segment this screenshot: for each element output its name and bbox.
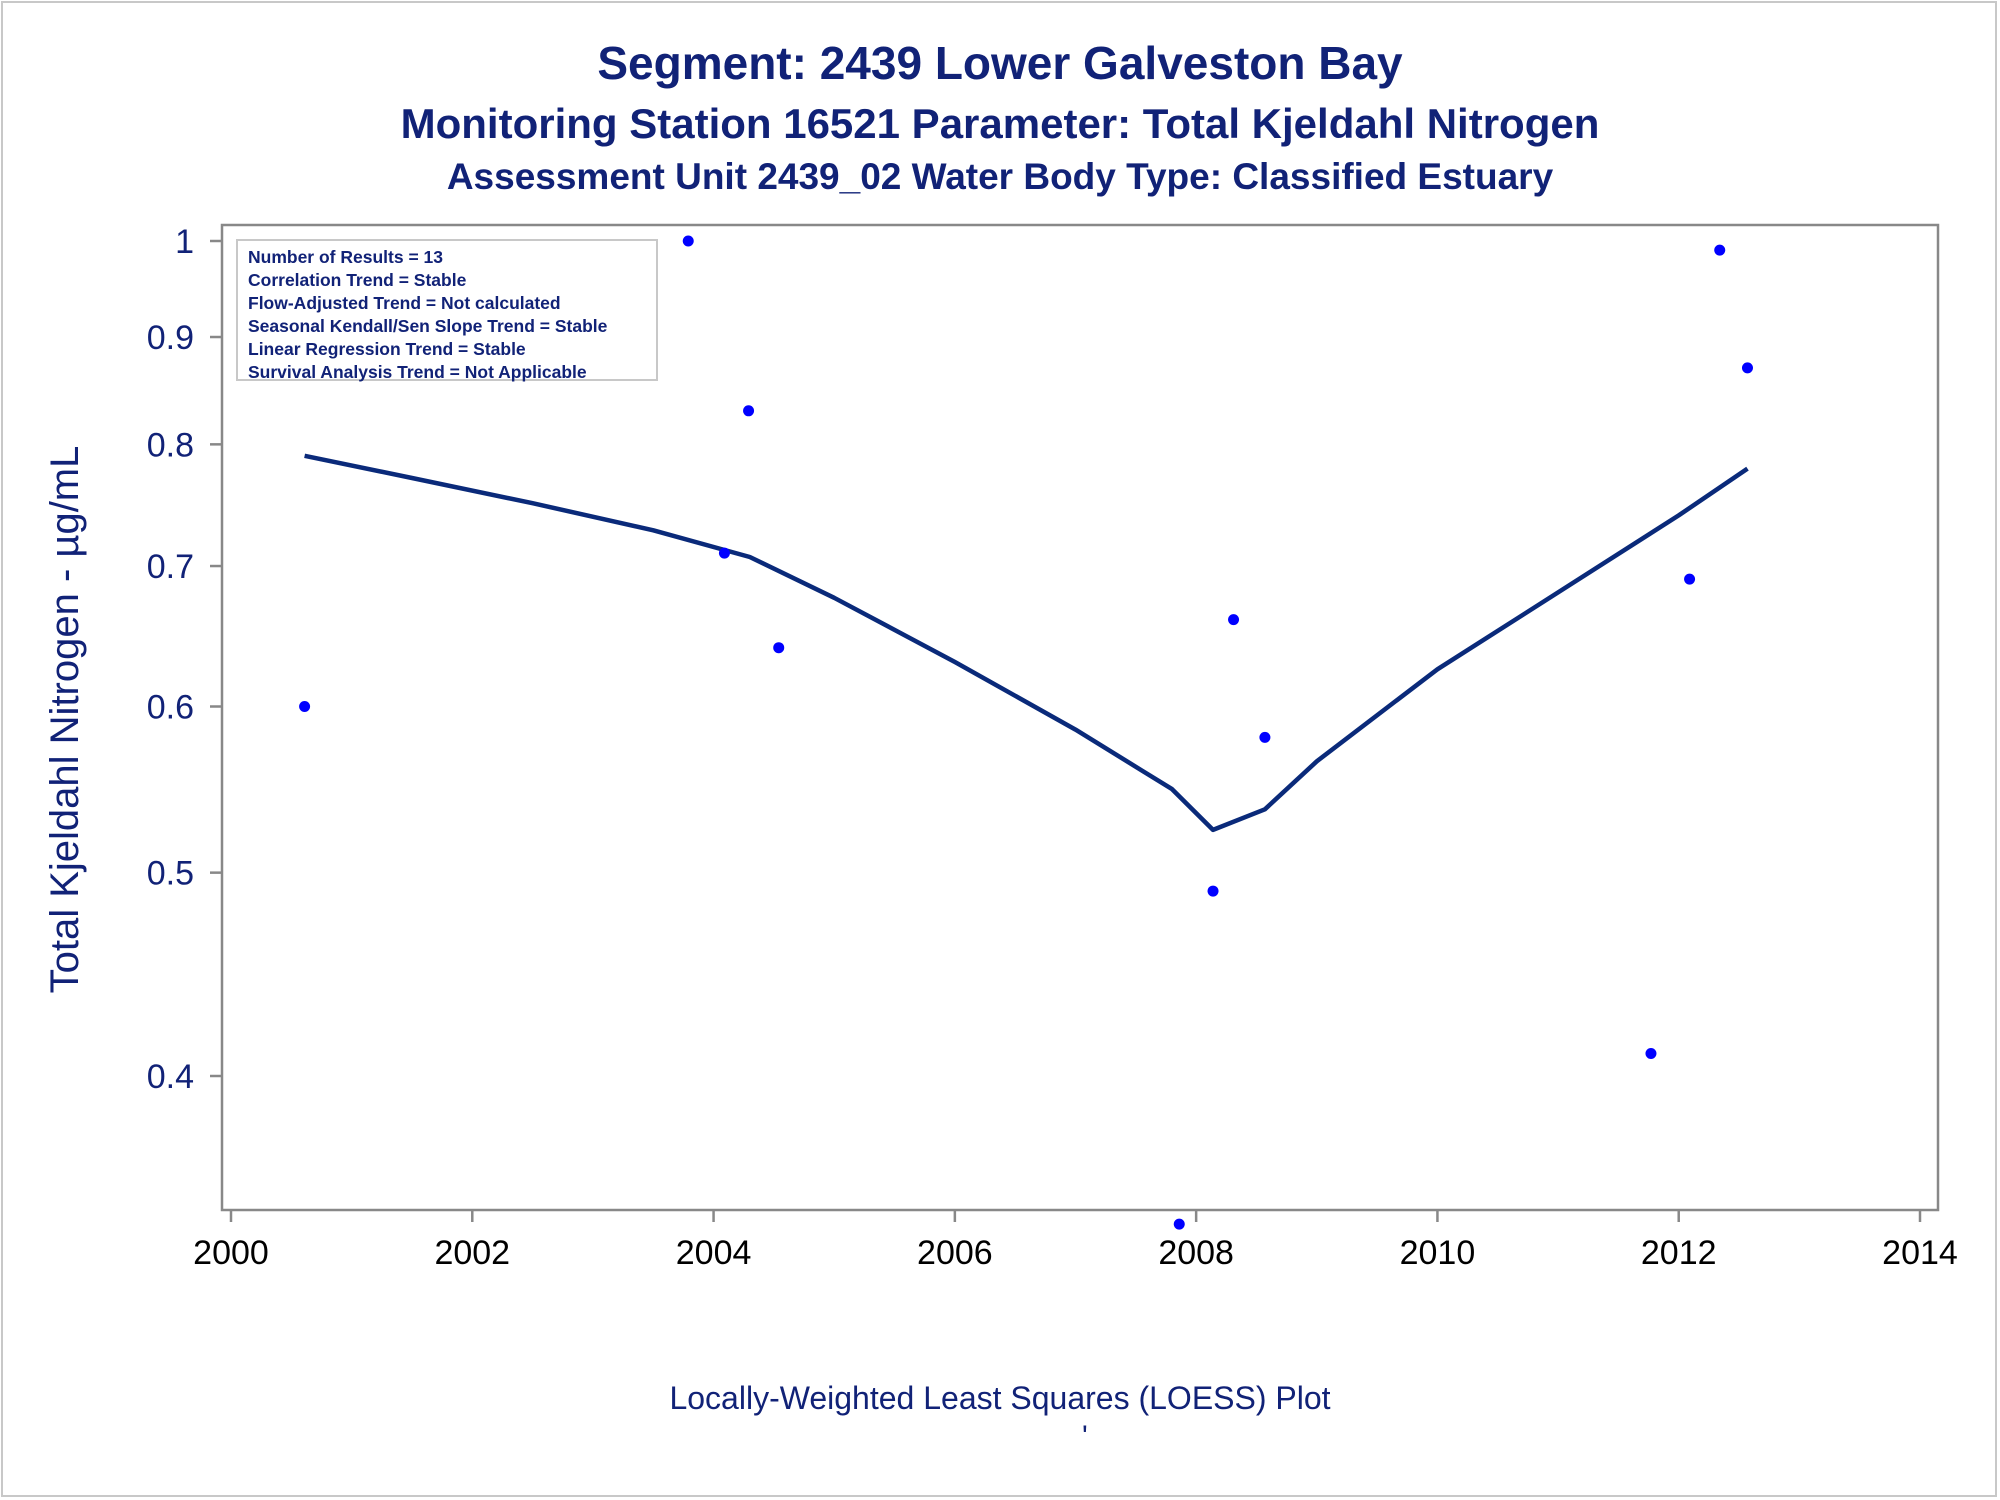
stat-number-of-results: Number of Results = 13 (248, 247, 443, 267)
stat-survival-analysis-trend: Survival Analysis Trend = Not Applicable (248, 362, 587, 382)
stat-flow-adjusted-trend: Flow-Adjusted Trend = Not calculated (248, 293, 561, 313)
data-point (682, 235, 694, 247)
stat-seasonal-kendall-trend: Seasonal Kendall/Sen Slope Trend = Stabl… (248, 316, 608, 336)
y-axis-label: Total Kjeldahl Nitrogen - µg/mL (43, 446, 87, 994)
x-axis: 2000 2002 2004 2006 2008 2010 2012 2014 (193, 1210, 1958, 1272)
x-tick-label: 2000 (193, 1234, 269, 1272)
x-tick-label: 2012 (1641, 1234, 1717, 1272)
data-point (718, 547, 730, 559)
data-point (299, 701, 311, 713)
x-tick-label: 2002 (434, 1234, 510, 1272)
plot-caption: Locally-Weighted Least Squares (LOESS) P… (669, 1380, 1331, 1416)
y-tick-label: 0.9 (147, 319, 194, 357)
x-tick-label: 2010 (1400, 1234, 1476, 1272)
stat-linear-regression-trend: Linear Regression Trend = Stable (248, 339, 526, 359)
y-tick-label: 0.5 (147, 855, 194, 893)
trend-statistics-box: Number of Results = 13 Correlation Trend… (236, 239, 658, 382)
data-point (743, 405, 755, 417)
data-point (1741, 362, 1753, 374)
data-point (1207, 885, 1219, 897)
data-points (299, 235, 1753, 1230)
footer-mark: ' (1082, 1420, 1088, 1453)
x-tick-label: 2014 (1882, 1234, 1958, 1272)
stat-correlation-trend: Correlation Trend = Stable (248, 270, 467, 290)
x-tick-label: 2008 (1158, 1234, 1234, 1272)
data-point (1228, 614, 1240, 626)
y-tick-label: 0.4 (147, 1058, 194, 1096)
data-point (773, 642, 785, 654)
x-tick-label: 2004 (676, 1234, 752, 1272)
data-point (1645, 1047, 1657, 1059)
y-tick-label: 1 (175, 223, 194, 261)
chart-subtitle-assessment: Assessment Unit 2439_02 Water Body Type:… (446, 156, 1554, 197)
chart-subtitle-station: Monitoring Station 16521 Parameter: Tota… (400, 100, 1600, 147)
data-point (1173, 1218, 1185, 1230)
data-point (1714, 244, 1726, 256)
loess-trend-line (304, 453, 1749, 833)
x-tick-label: 2006 (917, 1234, 993, 1272)
data-point (1259, 731, 1271, 743)
plot-area (220, 223, 1940, 1212)
y-axis: 0.4 0.5 0.6 0.7 0.8 0.9 1 (147, 223, 222, 1096)
y-tick-label: 0.8 (147, 426, 194, 464)
y-tick-label: 0.7 (147, 548, 194, 586)
y-tick-label: 0.6 (147, 689, 194, 727)
chart-title: Segment: 2439 Lower Galveston Bay (597, 37, 1403, 89)
data-point (1684, 573, 1696, 585)
